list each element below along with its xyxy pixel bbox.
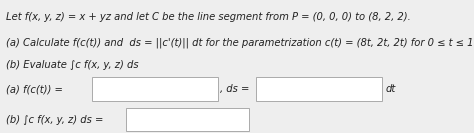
FancyBboxPatch shape [256, 77, 382, 101]
Text: (a) Calculate f(c(t)) and  ds = ||c'(t)|| dt for the parametrization c(t) = (8t,: (a) Calculate f(c(t)) and ds = ||c'(t)||… [6, 37, 474, 48]
FancyBboxPatch shape [92, 77, 218, 101]
Text: , ds =: , ds = [220, 84, 250, 94]
Text: (b) Evaluate ∫c f(x, y, z) ds: (b) Evaluate ∫c f(x, y, z) ds [6, 60, 138, 70]
Text: (b) ∫c f(x, y, z) ds =: (b) ∫c f(x, y, z) ds = [6, 115, 103, 125]
Text: (a) f(c(t)) =: (a) f(c(t)) = [6, 84, 63, 94]
FancyBboxPatch shape [126, 108, 249, 131]
Text: dt: dt [385, 84, 396, 94]
Text: Let f(x, y, z) = x + yz and let C be the line segment from P = (0, 0, 0) to (8, : Let f(x, y, z) = x + yz and let C be the… [6, 12, 410, 22]
